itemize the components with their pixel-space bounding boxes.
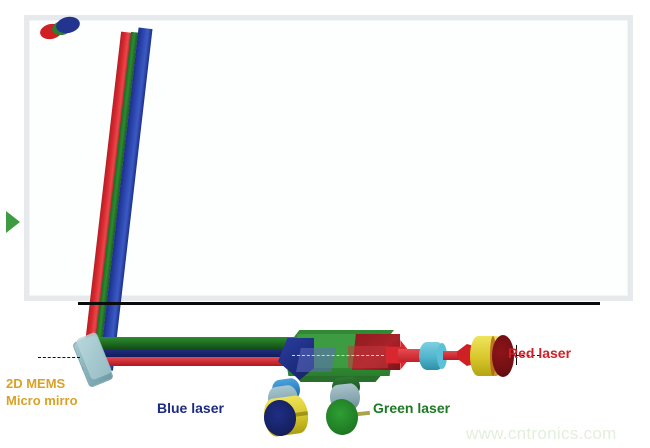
blue-horizontal-beam <box>100 349 300 357</box>
red-beam-segment-b <box>443 351 461 360</box>
red-horizontal-beam <box>100 357 300 366</box>
watermark: www.cntronics.com <box>466 424 617 443</box>
prism-axis-dash-line <box>292 355 384 356</box>
prism-blue-tint <box>296 348 336 372</box>
prism-red-tint <box>348 346 388 368</box>
mems-label-line1: 2D MEMS <box>6 376 66 391</box>
green-laser-label: Green laser <box>373 400 451 416</box>
red-laser-cone <box>457 344 473 366</box>
red-beam-segment-a <box>398 349 420 362</box>
mems-label-line2: Micro mirro <box>6 393 78 408</box>
blue-laser-label: Blue laser <box>157 400 224 416</box>
play-triangle-icon <box>6 211 20 233</box>
red-laser-lens-face <box>437 343 447 369</box>
red-laser-label: Red laser <box>508 345 572 361</box>
red-laser-axis-dash-line <box>516 355 540 356</box>
mems-label: 2D MEMS Micro mirro <box>6 375 78 409</box>
green-horizontal-beam <box>100 337 300 349</box>
optical-bench-line <box>78 302 600 305</box>
red-laser-face <box>492 335 514 377</box>
mems-axis-dash-line <box>38 357 80 358</box>
